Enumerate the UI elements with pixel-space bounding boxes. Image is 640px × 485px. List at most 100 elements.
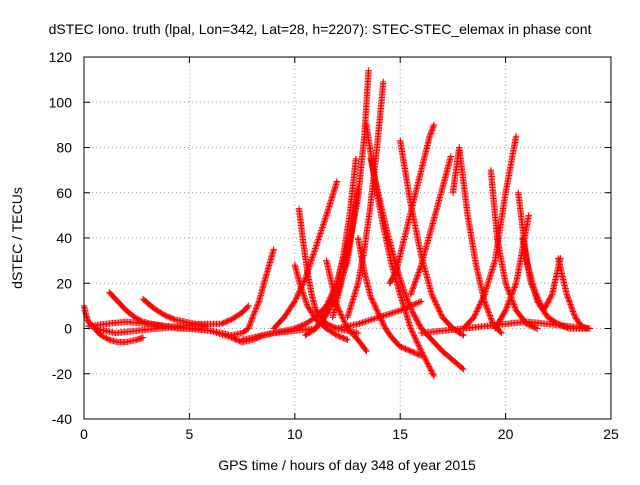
data-point-marker	[408, 302, 415, 309]
data-point-marker	[430, 123, 437, 130]
data-point-marker	[320, 221, 327, 228]
data-point-marker	[566, 298, 573, 305]
data-point-marker	[315, 236, 322, 243]
data-point-marker	[344, 336, 351, 344]
data-point-marker	[430, 371, 437, 378]
data-point-marker	[246, 321, 254, 328]
data-point-marker	[311, 248, 318, 255]
data-point-marker	[301, 276, 308, 284]
data-point-marker	[229, 334, 237, 342]
data-point-marker	[362, 346, 369, 354]
data-point-marker	[295, 323, 302, 331]
data-point-marker	[416, 343, 423, 351]
data-point-marker	[336, 308, 343, 315]
data-layer	[80, 67, 594, 380]
data-point-marker	[405, 303, 412, 310]
data-point-marker	[460, 332, 467, 339]
data-point-marker	[335, 332, 342, 340]
data-point-marker	[506, 295, 514, 303]
data-point-marker	[413, 273, 421, 281]
data-point-marker	[411, 313, 419, 320]
data-point-marker	[248, 315, 256, 322]
data-point-marker	[409, 308, 416, 315]
data-point-marker	[312, 245, 319, 252]
data-point-marker	[245, 302, 252, 310]
data-point-marker	[482, 300, 489, 308]
data-point-marker	[504, 285, 512, 293]
data-point-marker	[409, 309, 417, 316]
data-point-marker	[422, 357, 430, 365]
data-point-marker	[402, 292, 409, 299]
data-point-marker	[430, 372, 438, 380]
data-point-marker	[431, 298, 439, 305]
data-point-marker	[365, 67, 372, 74]
data-point-marker	[299, 321, 306, 329]
data-series-6	[91, 302, 252, 337]
data-point-marker	[408, 288, 415, 295]
data-point-marker	[476, 301, 484, 308]
data-point-marker	[543, 300, 551, 308]
y-tick-label: 20	[56, 275, 72, 291]
grid-layer	[84, 57, 611, 419]
data-point-marker	[436, 308, 443, 315]
data-point-marker	[433, 302, 441, 310]
data-point-marker	[290, 299, 298, 306]
data-point-marker	[412, 335, 419, 342]
data-point-marker	[336, 333, 343, 340]
data-point-marker	[370, 300, 378, 307]
data-point-marker	[473, 308, 480, 315]
data-point-marker	[255, 299, 262, 306]
data-point-marker	[548, 292, 555, 300]
y-tick-label: -40	[52, 411, 72, 427]
data-point-marker	[325, 321, 333, 329]
data-point-marker	[232, 336, 239, 343]
data-point-marker	[510, 287, 517, 294]
data-point-marker	[292, 296, 299, 304]
data-point-marker	[531, 288, 539, 296]
data-point-marker	[160, 311, 168, 319]
data-point-marker	[300, 290, 307, 298]
data-point-marker	[540, 307, 547, 314]
data-point-marker	[410, 310, 417, 318]
data-point-marker	[507, 294, 514, 301]
data-point-marker	[409, 285, 417, 292]
data-point-marker	[131, 313, 138, 321]
data-point-marker	[414, 339, 421, 346]
data-point-marker	[421, 354, 428, 362]
x-tick-label: 5	[186, 426, 194, 442]
data-point-marker	[352, 155, 360, 163]
data-point-marker	[331, 324, 338, 331]
data-point-marker	[248, 316, 255, 324]
data-point-marker	[427, 365, 434, 373]
data-point-marker	[368, 295, 375, 302]
data-point-marker	[293, 293, 300, 301]
data-point-marker	[326, 298, 333, 306]
data-point-marker	[404, 297, 412, 305]
data-point-marker	[416, 345, 424, 352]
data-point-marker	[415, 269, 422, 276]
data-point-marker	[254, 301, 262, 308]
data-point-marker	[401, 290, 409, 297]
data-point-marker	[511, 302, 518, 310]
data-point-marker	[483, 305, 491, 312]
data-point-marker	[411, 349, 418, 357]
y-axis-label: dSTEC / TECUs	[9, 187, 25, 289]
data-point-marker	[501, 308, 509, 315]
data-point-marker	[484, 306, 491, 314]
data-point-marker	[337, 311, 345, 318]
data-point-marker	[410, 332, 418, 339]
data-point-marker	[308, 257, 315, 264]
data-point-marker	[426, 132, 433, 140]
data-point-marker	[302, 296, 309, 304]
data-point-marker	[432, 299, 439, 307]
data-point-marker	[504, 301, 512, 308]
data-point-marker	[340, 334, 347, 342]
data-point-marker	[323, 305, 331, 313]
data-point-marker	[400, 345, 408, 352]
data-point-marker	[403, 294, 411, 302]
data-point-marker	[413, 275, 420, 282]
data-point-marker	[541, 305, 548, 313]
data-point-marker	[482, 302, 490, 309]
data-point-marker	[565, 297, 573, 304]
data-point-marker	[460, 366, 467, 373]
